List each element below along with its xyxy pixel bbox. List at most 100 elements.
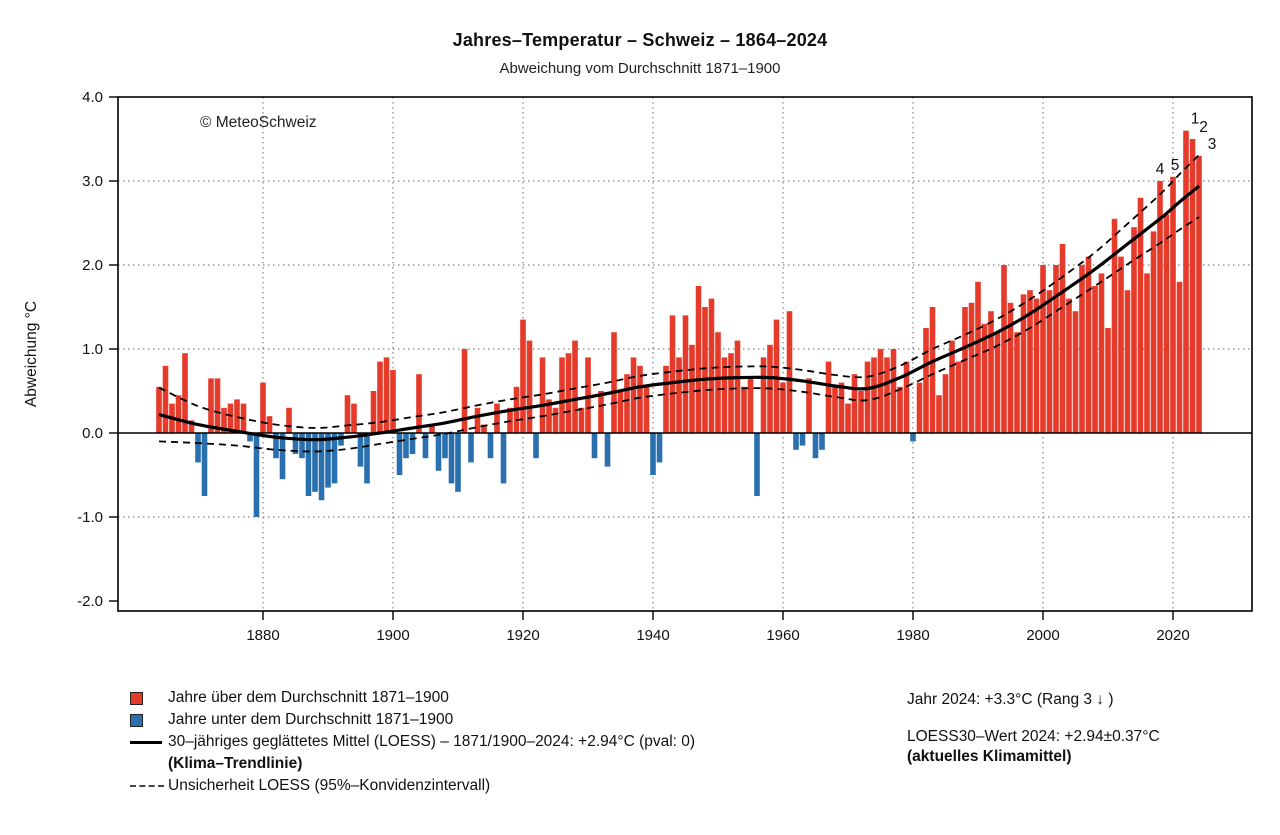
bar-1891	[331, 433, 338, 484]
bar-1872	[208, 378, 214, 433]
bar-2023	[1189, 139, 1196, 433]
bar-1996	[1014, 332, 1020, 433]
bar-1890	[325, 433, 331, 488]
legend-label-trendline: (Klima–Trendlinie)	[168, 755, 303, 772]
x-tick-label-1920: 1920	[506, 627, 539, 644]
bar-1941	[656, 433, 663, 463]
bar-1937	[630, 357, 637, 433]
legend-label-loess: 30–jähriges geglättetes Mittel (LOESS) –…	[168, 733, 696, 750]
bar-1939	[643, 386, 650, 433]
bar-1946	[689, 344, 695, 433]
bar-2002	[1053, 265, 1059, 433]
bar-1921	[526, 340, 533, 433]
legend-label-below: Jahre unter dem Durchschnitt 1871–1900	[168, 711, 454, 728]
legend-swatch-uncertainty-line	[130, 785, 164, 787]
bar-2000	[1040, 265, 1046, 433]
bar-2007	[1085, 256, 1092, 433]
bar-2009	[1098, 273, 1105, 433]
bar-1953	[734, 340, 741, 433]
bar-1969	[838, 382, 845, 433]
bar-1970	[845, 403, 851, 433]
bar-1867	[175, 395, 182, 433]
bar-1983	[929, 307, 936, 433]
bar-1920	[520, 319, 526, 433]
bar-1961	[786, 311, 793, 433]
bar-1971	[851, 374, 858, 433]
bar-1972	[858, 391, 864, 433]
bar-1989	[968, 302, 975, 433]
y-tick-label-4: 4.0	[82, 89, 103, 106]
rank-label-5: 5	[1171, 157, 1180, 174]
bar-1990	[975, 281, 981, 433]
bar-1873	[214, 378, 221, 433]
bar-2006	[1079, 265, 1085, 433]
bar-1925	[552, 407, 559, 433]
axes: 4.0 3.0 2.0 1.0 0.0 -1.0 -2.0 1880 1900 1920 1940 1…	[77, 89, 1190, 644]
bar-2015	[1137, 197, 1144, 433]
bar-1899	[383, 357, 390, 433]
bar-1988	[962, 307, 968, 433]
bar-1932	[598, 391, 604, 433]
legend-row-uncertainty: Unsicherheit LOESS (95%–Konvidenzinterva…	[130, 775, 695, 797]
bar-1879	[253, 433, 260, 517]
bar-1927	[565, 353, 572, 433]
legend-row-below: Jahre unter dem Durchschnitt 1871–1900	[130, 709, 695, 731]
legend-label-uncertainty: Unsicherheit LOESS (95%–Konvidenzinterva…	[168, 777, 491, 794]
bar-1906	[429, 424, 435, 433]
bar-1894	[351, 403, 357, 433]
bar-1911	[461, 349, 468, 433]
bar-1966	[819, 433, 825, 450]
bar-1931	[591, 433, 598, 459]
bar-1968	[832, 386, 838, 433]
bar-1955	[747, 378, 754, 433]
bar-1987	[955, 361, 962, 433]
y-tick-label-0: 0.0	[82, 425, 103, 442]
bar-1917	[500, 433, 507, 484]
bar-1980	[910, 433, 916, 442]
bar-1895	[357, 433, 364, 467]
x-tick-label-2000: 2000	[1026, 627, 1059, 644]
bar-1926	[559, 357, 565, 433]
bar-2021	[1176, 281, 1183, 433]
bar-1981	[916, 382, 923, 433]
bar-2020	[1170, 176, 1176, 434]
legend: Jahre über dem Durchschnitt 1871–1900 Ja…	[130, 687, 695, 797]
bar-1997	[1020, 294, 1027, 433]
legend-row-loess: 30–jähriges geglättetes Mittel (LOESS) –…	[130, 731, 695, 753]
bar-2013	[1124, 290, 1131, 433]
bar-1936	[624, 374, 630, 433]
legend-swatch-below	[130, 713, 143, 727]
bar-1957	[760, 357, 767, 433]
bar-2022	[1183, 130, 1189, 433]
bar-1995	[1007, 302, 1014, 433]
bar-2014	[1131, 227, 1137, 433]
bar-1882	[273, 433, 279, 459]
bar-1864	[156, 386, 162, 433]
bar-1875	[227, 403, 234, 433]
bar-1902	[403, 433, 409, 459]
bar-2005	[1072, 311, 1079, 433]
bar-1954	[741, 386, 747, 433]
bar-1869	[188, 420, 195, 433]
uncertainty-upper-line	[158, 154, 1200, 429]
bar-1874	[221, 407, 227, 433]
bar-1870	[195, 433, 201, 463]
bar-1973	[864, 361, 871, 433]
bar-2001	[1046, 290, 1053, 433]
bar-1871	[201, 433, 208, 496]
bar-1951	[721, 357, 728, 433]
bar-2019	[1163, 214, 1170, 433]
bar-1901	[396, 433, 403, 475]
bar-1945	[682, 315, 689, 433]
bar-1916	[494, 403, 500, 433]
x-tick-label-1900: 1900	[376, 627, 409, 644]
y-tick-label--1: -1.0	[77, 509, 103, 526]
bar-1903	[409, 433, 416, 454]
bar-1896	[364, 433, 370, 484]
bar-1876	[234, 399, 240, 433]
bar-1878	[247, 433, 253, 442]
x-tick-label-2020: 2020	[1156, 627, 1189, 644]
bar-2008	[1092, 286, 1098, 433]
bar-1963	[799, 433, 806, 446]
bar-1960	[780, 382, 786, 433]
